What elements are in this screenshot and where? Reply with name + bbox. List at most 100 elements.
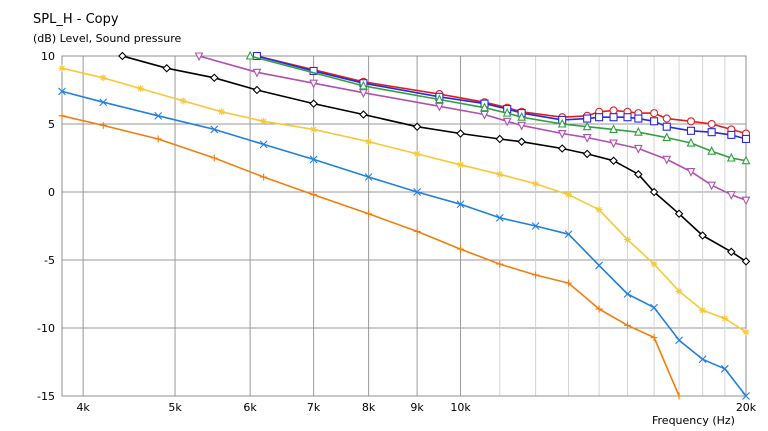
data-point — [99, 74, 107, 82]
data-point — [310, 125, 318, 133]
data-point — [434, 102, 444, 112]
data-point — [58, 112, 66, 120]
data-point — [727, 247, 736, 257]
data-point — [118, 51, 127, 61]
chart-subtitle: (dB) Level, Sound pressure — [33, 32, 182, 45]
data-point — [495, 134, 505, 144]
data-point — [662, 114, 671, 123]
data-point — [517, 137, 526, 146]
data-point — [364, 173, 373, 181]
data-point — [413, 227, 421, 235]
data-point — [707, 119, 716, 129]
data-point — [496, 260, 504, 268]
x-tick-label: 9k — [410, 401, 424, 414]
data-point — [721, 314, 729, 322]
data-point — [634, 170, 643, 179]
series-4 — [194, 52, 751, 206]
data-point — [502, 107, 512, 117]
y-tick-label: -5 — [44, 254, 55, 267]
series-6 — [58, 64, 750, 336]
data-point — [245, 50, 255, 60]
data-point — [365, 210, 373, 218]
data-point — [162, 63, 171, 73]
data-point — [609, 106, 618, 115]
data-point — [650, 334, 658, 342]
data-point — [310, 191, 318, 199]
data-point — [532, 180, 540, 188]
data-point — [595, 113, 604, 122]
data-point — [609, 156, 618, 165]
data-point — [686, 117, 696, 126]
series-8 — [58, 112, 683, 400]
data-point — [517, 111, 527, 121]
series-line — [256, 55, 747, 140]
data-point — [252, 68, 262, 78]
y-tick-label: -10 — [37, 322, 55, 335]
y-tick-label: 10 — [41, 50, 55, 63]
data-point — [260, 117, 268, 125]
data-point — [557, 144, 567, 153]
data-point — [309, 79, 319, 89]
data-point — [194, 52, 204, 62]
data-point — [517, 121, 527, 131]
data-point — [456, 129, 465, 138]
data-point — [582, 134, 592, 143]
data-point — [675, 392, 683, 400]
x-tick-label: 10k — [450, 401, 471, 414]
data-point — [359, 110, 368, 119]
data-point — [260, 173, 268, 181]
x-axis-label: Frequency (Hz) — [652, 414, 735, 427]
data-point — [707, 145, 717, 155]
series-5 — [118, 51, 751, 266]
data-point — [413, 150, 421, 158]
data-point — [365, 138, 373, 146]
data-point — [582, 149, 592, 159]
y-tick-label: -15 — [37, 390, 55, 403]
x-axis-ticks: 4k 5k 6k 7k 8k 9k 10k 20k — [76, 401, 756, 414]
data-point — [609, 113, 618, 122]
data-point — [686, 168, 696, 177]
data-point — [99, 98, 108, 107]
data-point — [726, 191, 736, 200]
data-point — [675, 287, 683, 295]
data-point — [742, 328, 750, 336]
data-point — [557, 118, 567, 128]
data-point — [456, 200, 465, 209]
data-point — [698, 231, 707, 240]
data-point — [650, 109, 659, 118]
chart-title: SPL_H - Copy — [33, 12, 119, 27]
data-point — [741, 155, 751, 165]
data-point — [480, 110, 489, 120]
data-point — [609, 139, 618, 149]
data-point — [309, 155, 318, 164]
data-point — [532, 271, 540, 279]
data-point — [531, 222, 540, 230]
plot-frame — [61, 55, 747, 397]
series-7 — [58, 87, 750, 400]
data-point — [699, 306, 707, 314]
data-point — [495, 213, 504, 222]
data-point — [413, 188, 422, 196]
x-tick-label: 4k — [76, 401, 90, 414]
data-point — [583, 114, 592, 123]
data-point — [686, 137, 696, 147]
data-point — [210, 154, 218, 162]
data-point — [99, 121, 107, 129]
data-point — [624, 321, 632, 329]
data-point — [210, 73, 219, 83]
data-point — [595, 206, 603, 214]
data-point — [309, 99, 318, 108]
x-tick-label: 20k — [736, 401, 757, 414]
data-point — [649, 187, 659, 197]
data-point — [624, 236, 632, 244]
data-point — [565, 191, 573, 199]
data-point — [154, 111, 163, 120]
data-point — [675, 336, 683, 345]
data-point — [686, 126, 696, 135]
x-tick-label: 7k — [307, 401, 321, 414]
data-point — [252, 85, 262, 95]
data-point — [502, 117, 512, 127]
y-tick-label: 5 — [48, 118, 55, 131]
data-point — [633, 144, 643, 154]
